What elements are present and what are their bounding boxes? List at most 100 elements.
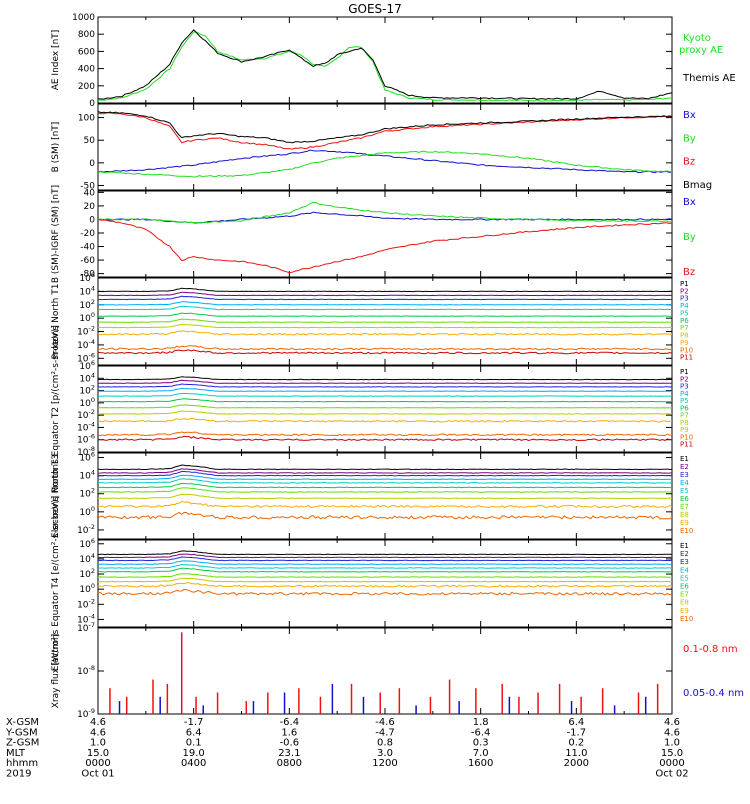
channel-line — [98, 291, 672, 297]
x-row-value: Oct 02 — [655, 769, 688, 780]
channel-line — [98, 417, 672, 423]
x-row-value: 23.1 — [278, 748, 300, 759]
panel-frame — [97, 190, 673, 278]
legend-entry: P7 — [680, 412, 689, 420]
series-group — [98, 29, 672, 102]
channel-line — [98, 464, 672, 471]
series-line — [98, 201, 672, 224]
series-line — [98, 150, 672, 178]
channel-line — [98, 398, 672, 403]
legend-entry: P3 — [680, 383, 689, 391]
series-group — [98, 111, 672, 178]
legend-entry: P2 — [680, 287, 689, 295]
x-row-value: 3.0 — [377, 748, 393, 759]
x-row-label: hhmm — [6, 758, 38, 769]
x-row-value: 6.4 — [568, 717, 584, 728]
channel-line — [98, 493, 672, 500]
x-row-value: -6.4 — [280, 717, 300, 728]
legend-entry: E1 — [680, 455, 689, 463]
y-tick-label: 100 — [79, 396, 95, 409]
panel-8: 0.1-0.8 nm 0.05-0.4 nm — [97, 627, 744, 715]
channel-line — [98, 500, 672, 509]
x-row-value: 7.0 — [473, 748, 489, 759]
y-tick-label: -50 — [80, 181, 95, 191]
channel-line — [98, 301, 672, 306]
y-tick-label: 10-4 — [77, 420, 95, 433]
legend-entry: By — [683, 232, 696, 243]
x-row-value: 0800 — [277, 758, 302, 769]
legend-entry: E2 — [680, 550, 689, 558]
x-row-value: 19.0 — [183, 748, 205, 759]
legend-entry: P1 — [680, 280, 689, 288]
series-group — [98, 287, 672, 355]
y-tick-label: 40 — [84, 188, 96, 198]
legend-entry: P1 — [680, 368, 689, 376]
legend-entry: P8 — [680, 419, 689, 427]
legend-entry: proxy AE — [679, 45, 723, 56]
y-tick-label: 102 — [79, 567, 95, 580]
x-row-value: -1.7 — [567, 727, 587, 738]
panel-2: Bx By Bz Bmag — [97, 103, 712, 191]
y-tick-label: 102 — [79, 384, 95, 397]
series-group — [109, 632, 659, 714]
legend-entry: E6 — [680, 583, 689, 591]
x-row-value: 0.8 — [377, 738, 393, 749]
x-row-value: -1.7 — [184, 717, 204, 728]
channel-line — [98, 383, 672, 388]
y-tick-label: 10-6 — [77, 351, 95, 364]
y-tick-label: 10-4 — [77, 338, 95, 351]
x-row-value: -6.4 — [471, 727, 491, 738]
series-line — [98, 29, 672, 100]
y-tick-label: 0 — [89, 99, 95, 109]
legend-entry: E9 — [680, 607, 689, 615]
x-row-value: 15.0 — [87, 748, 109, 759]
x-row-value: 1.0 — [90, 738, 106, 749]
y-axis-label: B (SM) [nT] — [51, 122, 61, 173]
legend-entry: E8 — [680, 511, 689, 519]
y-tick-label: 100 — [79, 582, 95, 595]
series-group — [98, 201, 672, 274]
channel-line — [98, 349, 672, 355]
series-line — [98, 211, 672, 224]
x-row-value: 1.0 — [664, 738, 680, 749]
legend-entry: P11 — [680, 441, 693, 449]
y-axis-label: B (SM)-IGRF (SM) [nT] — [51, 185, 61, 283]
legend-entry: Bx — [683, 110, 696, 121]
y-tick-label: 0 — [89, 159, 95, 169]
x-row-value: 1.6 — [281, 727, 297, 738]
panel-frame — [97, 452, 673, 540]
y-tick-label: 600 — [78, 47, 95, 57]
legend-entry: P7 — [680, 324, 689, 332]
legend-entry: E3 — [680, 471, 689, 479]
legend-entry: P4 — [680, 302, 689, 310]
channel-line — [98, 553, 672, 559]
y-tick-label: 100 — [79, 505, 95, 518]
legend-entry: E4 — [680, 566, 689, 574]
legend-entry: E9 — [680, 519, 689, 527]
channel-line — [98, 376, 672, 381]
y-tick-label: 102 — [79, 298, 95, 311]
channel-line — [98, 387, 672, 392]
y-tick-label: 200 — [78, 82, 95, 92]
channel-line — [98, 487, 672, 493]
x-row-value: 4.6 — [90, 717, 106, 728]
y-tick-label: -80 — [80, 270, 95, 280]
legend-entry: P9 — [680, 426, 689, 434]
x-row-value: 1200 — [372, 758, 397, 769]
legend-entry: P5 — [680, 397, 689, 405]
channel-line — [98, 404, 672, 409]
chart-title: GOES-17 — [348, 2, 402, 16]
x-row-value: 11.0 — [565, 748, 587, 759]
legend-entry: E7 — [680, 591, 689, 599]
y-tick-label: -20 — [80, 229, 95, 239]
y-axis-label: Protons North T1 — [51, 284, 61, 360]
y-tick-label: 50 — [84, 136, 96, 146]
channel-line — [98, 567, 672, 573]
x-row-value: -4.7 — [375, 727, 395, 738]
y-tick-label: 106 — [79, 537, 95, 550]
channel-line — [98, 379, 672, 384]
y-tick-label: 10-2 — [77, 523, 95, 536]
